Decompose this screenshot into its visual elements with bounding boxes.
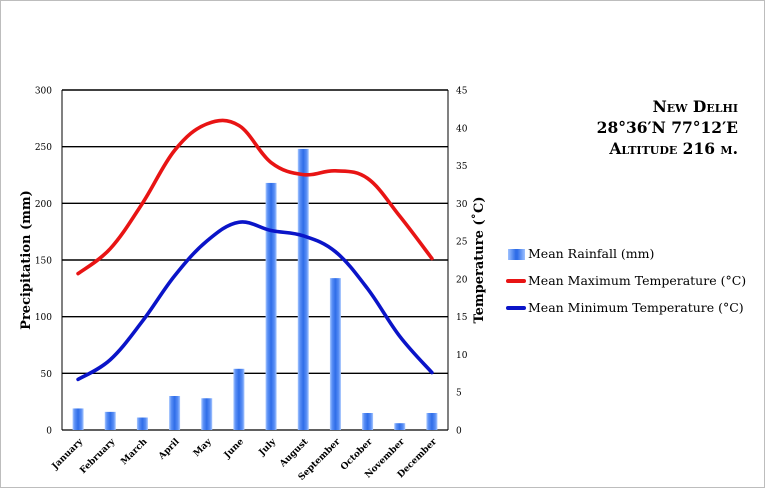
rainfall-bar: [394, 423, 406, 430]
rainfall-bars: [72, 148, 438, 430]
title-city: New Delhi: [652, 97, 738, 116]
rainfall-bar: [362, 413, 374, 430]
title-altitude: Altitude 216 m.: [609, 139, 738, 158]
legend-label-min-temp: Mean Minimum Temperature (°C): [528, 300, 744, 315]
x-tick-label: February: [78, 437, 117, 476]
x-tick-label: May: [192, 437, 214, 459]
y-right-tick-label: 45: [456, 87, 468, 97]
rainfall-bar: [265, 182, 277, 430]
x-tick-label: July: [257, 437, 279, 459]
y-right-tick-label: 25: [456, 238, 468, 248]
rainfall-bar: [426, 413, 438, 430]
y-right-tick-label: 10: [456, 351, 468, 361]
y-right-tick-label: 20: [456, 275, 468, 285]
rainfall-bar: [329, 278, 341, 430]
y-right-tick-label: 5: [456, 389, 462, 399]
min-temp-line: [76, 220, 434, 382]
rainfall-bar: [72, 408, 84, 430]
legend-label-rainfall: Mean Rainfall (mm): [528, 246, 655, 261]
y-right-tick-label: 30: [456, 200, 468, 210]
legend-swatch-min-temp: [506, 306, 526, 310]
rainfall-bar: [233, 368, 245, 430]
y-left-tick-label: 50: [41, 370, 53, 380]
legend-swatch-max-temp: [506, 279, 526, 283]
rainfall-bar: [297, 148, 309, 430]
y-left-tick-label: 300: [35, 87, 52, 97]
y-right-tick-label: 35: [456, 162, 468, 172]
y-right-tick-label: 15: [456, 313, 468, 323]
rainfall-bar: [104, 411, 116, 430]
y-left-tick-label: 100: [35, 313, 52, 323]
legend-swatch-rainfall: [508, 249, 525, 260]
y-right-tick-label: 40: [456, 124, 468, 134]
y-left-tick-label: 150: [35, 257, 52, 267]
y-axis-right-label: Temperature (˚C): [471, 196, 487, 323]
chart-title: New Delhi 28°36′N 77°12′E Altitude 216 m…: [578, 96, 738, 159]
y-left-tick-label: 250: [35, 143, 52, 153]
gridlines: [62, 89, 448, 431]
y-axis-left-label: Precipitation (mm): [19, 190, 34, 330]
x-tick-label: March: [119, 437, 149, 467]
max-temp-line: [76, 118, 434, 276]
x-tick-label: April: [156, 437, 182, 463]
x-tick-label: June: [222, 437, 246, 461]
x-tick-label: August: [277, 436, 311, 470]
rainfall-bar: [136, 417, 148, 430]
temperature-lines: [76, 118, 434, 382]
axes: [61, 90, 449, 430]
rainfall-bar: [169, 396, 181, 430]
y-left-tick-label: 0: [46, 427, 52, 437]
title-coordinates: 28°36′N 77°12′E: [596, 118, 738, 137]
y-right-tick-label: 0: [456, 427, 462, 437]
legend-label-max-temp: Mean Maximum Temperature (°C): [528, 273, 747, 288]
y-left-tick-label: 200: [35, 200, 52, 210]
rainfall-bar: [201, 398, 213, 430]
